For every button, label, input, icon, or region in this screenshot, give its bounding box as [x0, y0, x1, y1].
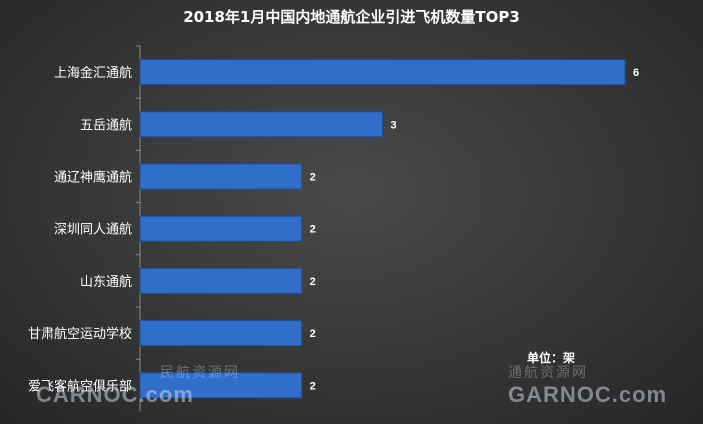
- data-label: 2: [310, 224, 316, 236]
- category-label: 爱飞客航空俱乐部: [28, 378, 132, 394]
- garnoc-watermark: 通航资源网 GARNOC.com: [508, 362, 667, 408]
- watermark-en: GARNOC.com: [508, 382, 668, 407]
- data-label: 2: [310, 380, 316, 392]
- category-label: 五岳通航: [80, 117, 132, 133]
- unit-label: 单位：架: [527, 351, 576, 365]
- data-label: 2: [310, 172, 316, 184]
- watermark-cn: 通航资源网: [508, 364, 588, 380]
- carnoc-watermark: 民航资源网 CARNOC.com: [36, 362, 240, 408]
- bar: [139, 59, 626, 86]
- chart-title: 2018年1月中国内地通航企业引进飞机数量TOP3: [183, 8, 520, 26]
- category-label: 上海金汇通航: [54, 65, 132, 81]
- data-label: 2: [310, 276, 316, 288]
- data-label: 6: [633, 67, 639, 79]
- data-label: 3: [391, 119, 397, 131]
- bar: [139, 267, 303, 294]
- bar: [139, 372, 303, 399]
- watermark-en: CARNOC.com: [36, 382, 194, 407]
- bar: [139, 163, 303, 190]
- category-label: 山东通航: [80, 274, 132, 290]
- category-label: 通辽神鹰通航: [54, 170, 132, 186]
- data-label: 2: [310, 328, 316, 340]
- watermark-cn: 民航资源网: [160, 364, 240, 380]
- bar: [139, 320, 303, 347]
- bar: [139, 215, 303, 242]
- bar: [139, 111, 383, 138]
- category-label: 深圳同人通航: [54, 222, 132, 238]
- category-label: 甘肃航空运动学校: [28, 326, 132, 342]
